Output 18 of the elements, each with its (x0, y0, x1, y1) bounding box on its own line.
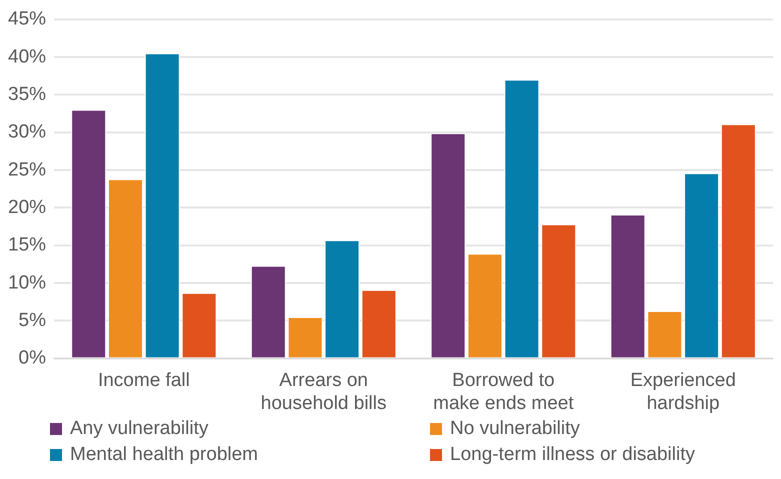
legend-label: Long-term illness or disability (450, 444, 695, 466)
x-tick-label: Experienced hardship (630, 370, 736, 414)
y-tick-label: 5% (18, 310, 46, 331)
legend-label: Any vulnerability (70, 418, 208, 440)
x-tick-label: Borrowed to make ends meet (433, 370, 574, 414)
legend-label: Mental health problem (70, 444, 258, 466)
y-tick-label: 35% (8, 84, 46, 105)
y-tick-label: 30% (8, 122, 46, 143)
y-tick-label: 20% (8, 196, 46, 218)
y-tick-label: 10% (8, 272, 46, 294)
y-tick-label: 25% (8, 159, 46, 180)
legend-label: No vulnerability (450, 418, 580, 440)
y-tick-label: 40% (8, 46, 46, 68)
x-tick-label: Arrears on household bills (260, 370, 386, 414)
x-tick-label: Income fall (98, 370, 190, 392)
y-tick-label: 0% (18, 348, 46, 369)
y-tick-label: 15% (8, 234, 46, 256)
y-tick-label: 45% (8, 8, 46, 30)
